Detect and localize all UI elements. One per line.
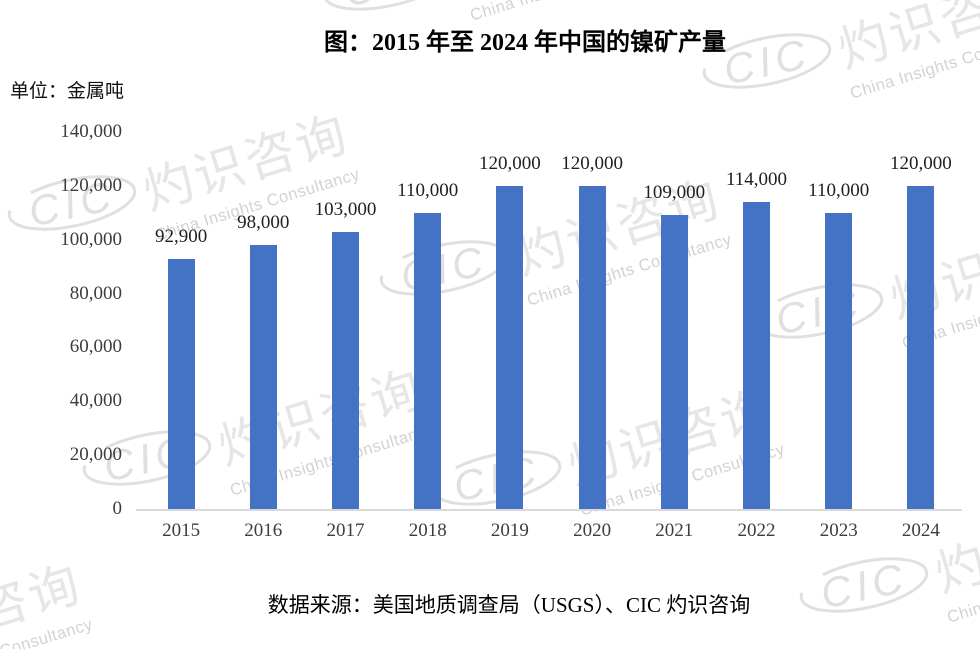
bar-value-label-2021: 109,000 xyxy=(643,182,706,204)
bar-2024 xyxy=(907,185,935,509)
x-tick-label-2017: 2017 xyxy=(326,520,365,541)
y-tick-label-20000: 20,000 xyxy=(69,444,122,466)
bar-2022 xyxy=(743,202,770,509)
bar-value-label-2016: 98,000 xyxy=(237,212,290,234)
y-tick-label-0: 0 xyxy=(112,498,123,519)
bar-2021 xyxy=(660,215,688,509)
cic-logo-icon: CIC xyxy=(322,0,452,16)
source-note: 数据来源：美国地质调查局（USGS）、CIC 灼识咨询 xyxy=(267,593,751,617)
bar-value-label-2017: 103,000 xyxy=(314,198,377,220)
y-tick-label-40000: 40,000 xyxy=(69,390,122,412)
bar-2020 xyxy=(578,185,606,509)
bar-value-label-2018: 110,000 xyxy=(397,179,459,201)
y-tick-label-140000: 140,000 xyxy=(60,121,122,142)
y-tick-label-120000: 120,000 xyxy=(60,174,122,196)
x-tick-label-2022: 2022 xyxy=(737,520,776,541)
y-tick-label-60000: 60,000 xyxy=(69,336,122,358)
cic-logo-icon: CIC xyxy=(7,171,137,236)
bar-2019 xyxy=(496,185,524,509)
x-tick-label-2024: 2024 xyxy=(901,520,940,541)
x-tick-label-2016: 2016 xyxy=(244,520,283,541)
x-tick-label-2021: 2021 xyxy=(655,520,694,541)
bar-2015 xyxy=(167,258,195,509)
chart-title: 图：2015 年至 2024 年中国的镍矿产量 xyxy=(324,30,726,56)
bar-value-label-2020: 120,000 xyxy=(561,152,623,174)
x-axis-line xyxy=(136,509,962,511)
bar-value-label-2023: 110,000 xyxy=(808,179,870,201)
x-tick-label-2020: 2020 xyxy=(573,520,612,541)
x-tick-label-2018: 2018 xyxy=(408,520,447,541)
bar-value-label-2015: 92,900 xyxy=(154,225,208,247)
x-tick-label-2015: 2015 xyxy=(162,520,201,541)
unit-label: 单位：金属吨 xyxy=(10,81,125,102)
y-tick-label-80000: 80,000 xyxy=(69,282,122,304)
cic-logo-icon: CIC xyxy=(702,29,832,94)
x-tick-label-2023: 2023 xyxy=(819,520,858,541)
y-tick-label-100000: 100,000 xyxy=(60,228,122,250)
bar-2016 xyxy=(249,245,277,509)
bar-2017 xyxy=(332,231,359,509)
bar-value-label-2019: 120,000 xyxy=(479,152,541,174)
bar-2018 xyxy=(414,212,442,509)
bar-value-label-2022: 114,000 xyxy=(725,169,788,190)
bar-value-label-2024: 120,000 xyxy=(890,152,952,174)
cic-logo-icon: CIC xyxy=(799,553,929,618)
bar-2023 xyxy=(825,212,853,509)
x-tick-label-2019: 2019 xyxy=(490,520,529,541)
